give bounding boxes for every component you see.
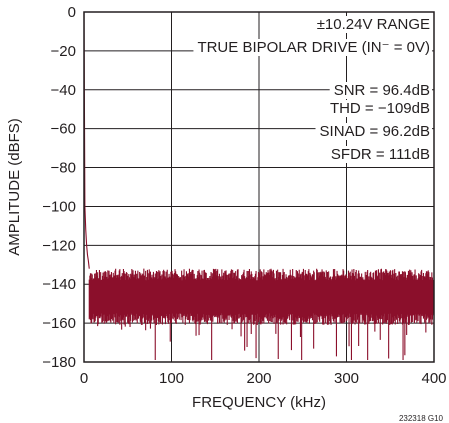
svg-text:SNR = 96.4dB: SNR = 96.4dB xyxy=(334,82,430,99)
annotation: SINAD = 96.2dB xyxy=(315,123,432,140)
annotation: SFDR = 111dB xyxy=(326,146,432,163)
svg-text:SFDR = 111dB: SFDR = 111dB xyxy=(331,146,430,163)
y-tick-label: −120 xyxy=(42,237,76,254)
y-tick-label: 0 xyxy=(68,4,76,21)
plot-frame xyxy=(83,11,435,363)
y-axis-title: AMPLITUDE (dBFS) xyxy=(6,118,23,256)
x-tick-label: 400 xyxy=(421,370,446,387)
y-tick-label: −80 xyxy=(51,160,76,177)
x-axis-title: FREQUENCY (kHz) xyxy=(192,394,326,411)
annotation: ±10.24V RANGE xyxy=(312,16,432,33)
y-tick-label: −60 xyxy=(51,121,76,138)
x-tick-label: 100 xyxy=(159,370,184,387)
y-tick-label: −180 xyxy=(42,354,76,371)
y-tick-label: −40 xyxy=(51,82,76,99)
svg-text:TRUE BIPOLAR DRIVE (IN⁻ = 0V): TRUE BIPOLAR DRIVE (IN⁻ = 0V) xyxy=(197,39,430,56)
x-tick-label: 200 xyxy=(246,370,271,387)
y-axis: 0 −20 −40 −60 −80 −100 −120 −140 −160 −180 xyxy=(42,4,76,371)
svg-text:SINAD = 96.2dB: SINAD = 96.2dB xyxy=(320,123,430,140)
x-tick-label: 0 xyxy=(80,370,88,387)
x-tick-label: 300 xyxy=(334,370,359,387)
annotation: TRUE BIPOLAR DRIVE (IN⁻ = 0V) xyxy=(193,39,432,56)
annotations: ±10.24V RANGE TRUE BIPOLAR DRIVE (IN⁻ = 0… xyxy=(193,16,432,163)
fft-trace-line xyxy=(83,11,435,361)
figure-id: 232318 G10 xyxy=(399,414,444,423)
fft-trace xyxy=(83,11,435,361)
x-axis: 0 100 200 300 400 xyxy=(80,370,447,387)
svg-text:±10.24V RANGE: ±10.24V RANGE xyxy=(317,16,430,33)
annotation: SNR = 96.4dB xyxy=(329,82,432,99)
svg-text:THD = −109dB: THD = −109dB xyxy=(330,100,430,117)
annotation: THD = −109dB xyxy=(325,100,432,117)
y-tick-label: −160 xyxy=(42,315,76,332)
y-tick-label: −140 xyxy=(42,276,76,293)
y-tick-label: −100 xyxy=(42,198,76,215)
y-tick-label: −20 xyxy=(51,43,76,60)
